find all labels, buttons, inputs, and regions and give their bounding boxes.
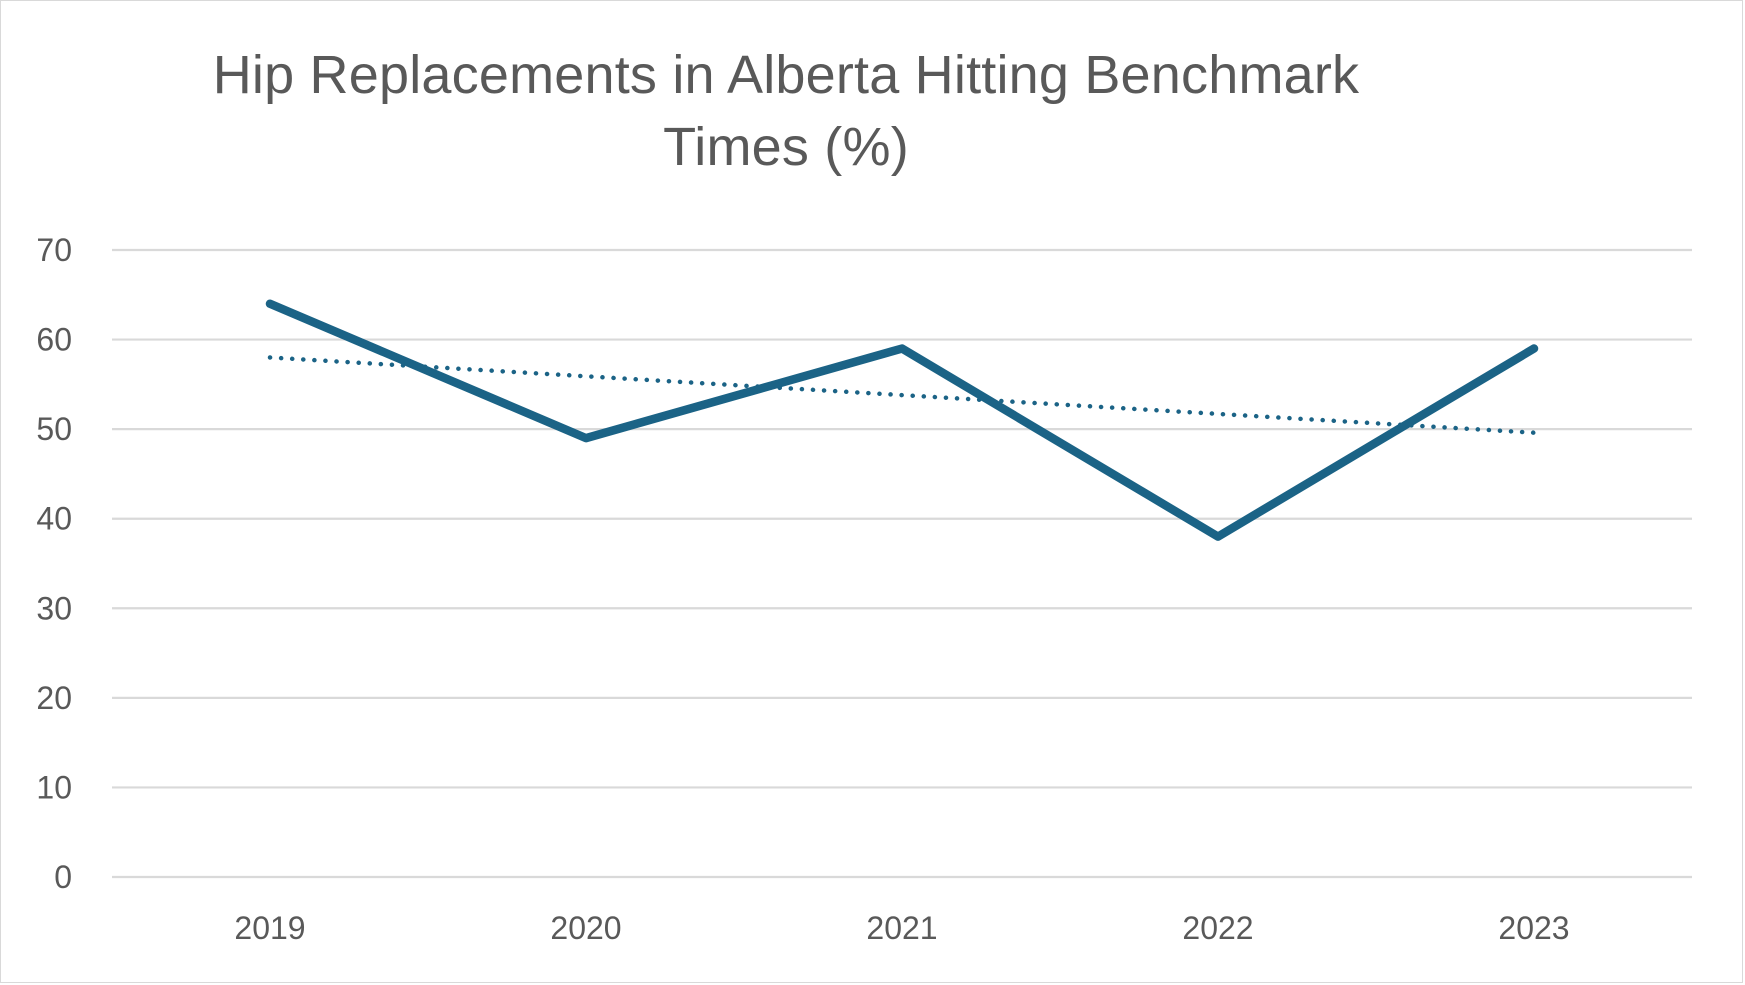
y-tick-label-70: 70 (36, 232, 72, 268)
y-tick-label-50: 50 (36, 411, 72, 447)
x-tick-label-2021: 2021 (866, 910, 937, 946)
y-tick-label-0: 0 (54, 859, 72, 895)
trendline (267, 355, 1537, 435)
y-tick-label-30: 30 (36, 590, 72, 626)
x-axis-tick-labels: 2019 2020 2021 2022 2023 (234, 910, 1569, 946)
y-tick-label-20: 20 (36, 680, 72, 716)
y-tick-label-10: 10 (36, 769, 72, 805)
gridlines (112, 248, 1692, 879)
chart-title: Hip Replacements in Alberta Hitting Benc… (212, 45, 1360, 177)
x-tick-label-2019: 2019 (234, 910, 305, 946)
y-tick-label-60: 60 (36, 322, 72, 358)
series-layer (265, 299, 1539, 541)
y-axis-tick-labels: 0 10 20 30 40 50 60 70 (36, 232, 72, 895)
x-tick-label-2020: 2020 (550, 910, 621, 946)
x-tick-label-2022: 2022 (1182, 910, 1253, 946)
y-tick-label-40: 40 (36, 501, 72, 537)
x-tick-label-2023: 2023 (1498, 910, 1569, 946)
